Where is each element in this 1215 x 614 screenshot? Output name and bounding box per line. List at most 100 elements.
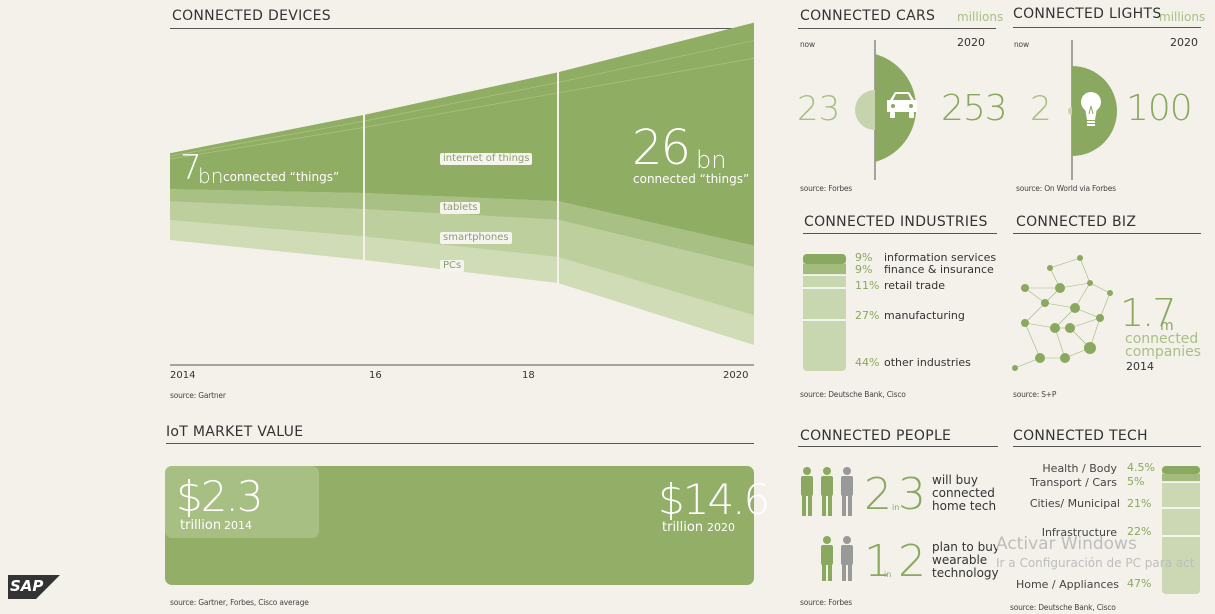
people-title: CONNECTED PEOPLE [800,428,952,444]
cars-rule [798,28,996,29]
cars-now-label: now [800,40,815,49]
people-row2-text-line3: technology [932,566,999,580]
people-row2-text-line1: plan to buy [932,540,1000,554]
stat-now-text: connected “things” [223,170,340,184]
area-pcs [170,220,754,345]
stat-2020-number: 26 [632,120,691,176]
tech-label-2: Cities/ Municipal [1029,497,1120,510]
lights-2020-value: 100 [1126,88,1193,129]
stat-now-number: 7 [180,148,202,188]
industries-title: CONNECTED INDUSTRIES [804,214,988,230]
x-tick-16: 16 [369,370,382,381]
biz-source: source: S+P [1013,390,1057,399]
biz-value: 1.7 [1120,291,1176,335]
market-bar-chart [165,466,754,585]
industry-label-1: finance & insurance [884,263,994,276]
person-icon [841,467,853,516]
person-icon [821,467,833,516]
people-row2-text-line2: wearable [932,553,988,567]
biz-title: CONNECTED BIZ [1016,214,1137,230]
area-iot [170,22,754,246]
devices-source: source: Gartner [170,391,226,400]
market-year-2014: 2014 [224,519,252,532]
tech-title: CONNECTED TECH [1013,428,1148,444]
lights-source: source: On World via Forbes [1016,184,1116,193]
car-icon [887,92,917,118]
lights-now-semicircle [1068,107,1072,115]
market-value-2020: $14.6 [658,475,770,524]
cars-chart [855,40,917,180]
market-bar-2014 [165,466,319,538]
people-row1-text-line3: home tech [932,499,997,513]
stat-2020-text: connected “things” [633,172,750,186]
people-row2-a: 1 [864,536,892,587]
industry-seg-info [803,254,846,264]
industry-pct-0: 9% [855,251,873,264]
people-row1-text-line1: will buy [932,473,978,487]
biz-year: 2014 [1126,360,1154,373]
tech-pct-1: 5% [1127,475,1145,488]
industry-pct-1: 9% [855,263,873,276]
industries-source: source: Deutsche Bank, Cisco [800,390,906,399]
tech-pct-3: 22% [1127,525,1152,538]
windows-watermark-title: Activar Windows [996,534,1137,554]
sap-logo [8,575,60,599]
lights-chart [1068,40,1117,180]
person-icon [841,536,853,581]
biz-line1: connected [1125,331,1199,347]
industry-label-2: retail trade [884,279,946,292]
people-row2-text: plan to buy wearable technology [932,541,1000,580]
industry-label-4: other industries [884,356,971,369]
people-source: source: Forbes [800,598,853,607]
market-year-2020: 2020 [707,521,735,534]
industry-label-3: manufacturing [884,309,965,322]
industry-pct-3: 27% [855,309,880,322]
tech-label-1: Transport / Cars [1030,476,1117,489]
tech-seg-transport [1162,474,1200,482]
x-tick-2020: 2020 [723,370,749,381]
biz-line2: companies [1125,344,1202,360]
area-iot-texture-line-1 [169,57,755,160]
stat-now-unit: bn [198,164,224,188]
tech-pct-4: 47% [1127,577,1152,590]
windows-watermark-text: Ir a Configuración de PC para act [996,556,1195,570]
lights-rule [1013,27,1201,28]
series-label-smartphones: smartphones [440,232,512,244]
lights-now-label: now [1014,40,1029,49]
lights-title: CONNECTED LIGHTS [1013,6,1162,22]
people-row1-in: in [892,503,900,512]
industry-seg-finance [803,264,846,275]
area-iot-texture-line-0 [169,40,755,157]
industry-pct-4: 44% [855,356,880,369]
sap-logo-text: SAP [10,577,44,595]
area-smartphones [170,201,754,316]
tech-rule [1013,446,1201,447]
series-label-tablets: tablets [440,202,481,214]
cars-now-semicircle [855,90,875,130]
series-label-iot: internet of things [440,153,533,165]
industries-rule [803,233,997,234]
industries-stack [803,254,846,371]
tech-label-4: Home / Appliances [1015,578,1119,591]
series-label-pcs: PCs [440,260,465,272]
lights-unit: millions [1159,10,1206,24]
tech-seg-health [1162,466,1200,474]
cars-unit: millions [957,10,1004,24]
industry-label-0: information services [884,251,997,264]
tech-label-0: Health / Body [1042,462,1117,475]
lights-year-label: 2020 [1170,36,1198,49]
x-tick-18: 18 [522,370,535,381]
market-unit-2020: trillion [662,520,704,535]
network-graph-icon [1012,255,1113,371]
cars-title: CONNECTED CARS [800,8,936,24]
tech-pct-2: 21% [1127,497,1152,510]
people-row2-b: 2 [898,536,926,587]
market-rule [166,443,754,444]
biz-rule [1013,233,1201,234]
stat-2020-unit: bn [696,146,727,174]
cars-now-value: 23 [797,89,841,129]
market-unit-2014: trillion [180,518,222,533]
market-title: IoT MARKET VALUE [166,424,304,440]
devices-title: CONNECTED DEVICES [172,8,331,24]
devices-area-chart [169,22,755,366]
